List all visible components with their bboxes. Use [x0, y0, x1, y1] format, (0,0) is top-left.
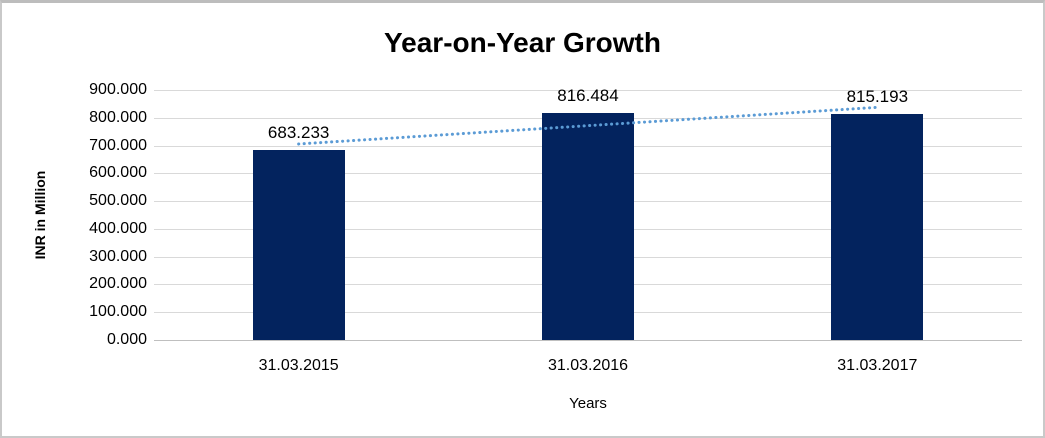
x-axis-line [154, 340, 1022, 341]
y-axis-tick-label: 600.000 [89, 164, 147, 182]
bar [542, 113, 634, 340]
bar [831, 113, 924, 340]
y-axis-tick-label: 700.000 [89, 136, 147, 154]
y-axis-tick-label: 900.000 [89, 81, 147, 98]
gridline [154, 90, 1022, 91]
bar-value-label: 816.484 [557, 86, 619, 106]
x-axis-tick-label: 31.03.2016 [547, 357, 629, 374]
y-axis-tick-label: 300.000 [89, 247, 147, 265]
y-axis-tick-label: 200.000 [89, 275, 147, 293]
y-axis-tick-label: 500.000 [89, 192, 147, 210]
y-axis-tick-label: 100.000 [89, 303, 147, 321]
y-axis-tick-label: 800.000 [89, 108, 147, 126]
x-axis-title: Years [569, 395, 607, 412]
bar-value-label: 683.233 [267, 123, 330, 143]
bar [252, 150, 345, 340]
y-axis-tick-label: 400.000 [89, 219, 147, 237]
chart-title: Year-on-Year Growth [384, 27, 661, 58]
bar-value-label: 815.193 [846, 86, 909, 106]
plot-area: 683.233 816.484 815.193 [154, 86, 1022, 341]
x-axis-tick-label: 31.03.2017 [837, 357, 918, 374]
x-axis-tick-label: 31.03.2015 [258, 357, 339, 374]
y-axis-tick-label: 0.000 [106, 331, 147, 348]
